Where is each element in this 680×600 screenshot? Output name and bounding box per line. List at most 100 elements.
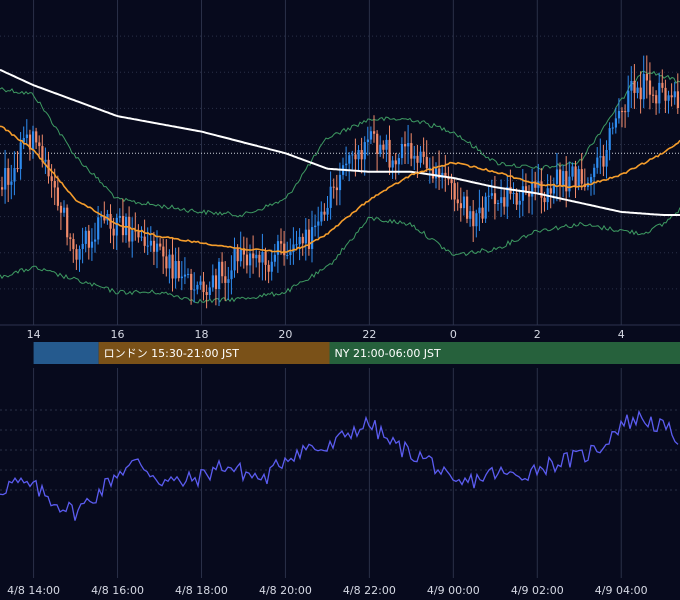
session-band-2 [329,342,680,364]
candle-97 [301,233,304,256]
oscillator-series [0,409,679,521]
candle-73 [227,266,230,301]
candle-24 [75,244,78,270]
candle-156 [484,192,487,223]
osc-xtick-label-3: 4/8 20:00 [259,584,312,597]
candle-155 [481,196,484,224]
candle-75 [233,237,236,278]
candle-170 [528,185,531,214]
candle-22 [69,233,72,252]
candle-141 [438,150,441,190]
candle-51 [159,237,162,251]
candle-199 [617,98,621,124]
candle-45 [140,226,143,242]
candle-159 [493,175,497,220]
candle-118 [366,126,369,156]
candle-205 [636,81,639,99]
candle-98 [304,217,307,261]
ma-short-line [0,125,680,254]
osc-xtick-label-1: 4/8 16:00 [91,584,144,597]
candle-64 [199,275,202,290]
candle-177 [549,175,552,209]
candle-82 [255,248,258,268]
osc-xtick-label-0: 4/8 14:00 [7,584,60,597]
candle-138 [428,157,431,184]
candle-2 [7,158,10,203]
osc-xtick-label-7: 4/9 04:00 [595,584,648,597]
candle-146 [453,178,456,212]
candle-10 [32,125,35,159]
osc-xtick-label-2: 4/8 18:00 [175,584,228,597]
candle-137 [425,140,428,172]
candle-16 [50,164,53,198]
candle-63 [196,281,199,295]
candle-71 [221,252,224,284]
candle-203 [630,66,633,109]
candle-129 [400,137,404,165]
candle-1 [4,149,7,204]
candle-78 [242,236,245,269]
candle-149 [462,191,466,216]
candle-201 [624,104,627,128]
price-xtick-label-4: 22 [362,328,376,341]
candle-30 [94,222,97,253]
bollinger-lower [0,207,680,304]
candle-147 [456,182,459,211]
candle-158 [490,179,493,200]
candle-72 [224,261,227,302]
candle-202 [627,75,630,118]
session-bar: ロンドン 15:30-21:00 JST NY 21:00-06:00 JST [33,342,680,364]
price-xtick-label-0: 14 [27,328,41,341]
candle-211 [655,90,658,115]
candle-25 [78,245,81,272]
candle-62 [193,272,196,303]
candle-104 [323,203,326,221]
candle-68 [211,264,214,292]
candle-115 [357,145,360,171]
oscillator-line [0,409,679,521]
ma-long-line [0,68,680,216]
candle-70 [218,258,221,306]
candle-100 [311,210,314,263]
candle-74 [230,255,233,295]
candle-29 [90,228,94,261]
candle-69 [214,268,218,306]
candle-23 [72,233,75,263]
candle-111 [345,146,348,177]
candle-46 [143,219,146,253]
candle-108 [335,174,338,206]
candle-92 [286,241,289,260]
candle-20 [63,200,66,217]
candle-148 [459,187,462,222]
candle-209 [648,62,652,110]
candle-42 [131,217,134,258]
candle-117 [363,136,366,176]
candle-48 [149,226,152,252]
candle-162 [503,189,506,215]
price-xtick-label-7: 4 [618,328,625,341]
candle-135 [419,145,422,168]
candle-194 [602,144,605,177]
candle-91 [283,230,286,266]
candle-172 [534,171,537,201]
candle-85 [264,247,267,281]
candle-185 [574,160,577,199]
candle-191 [593,163,596,195]
price-x-axis: 14 16 18 20 22 0 2 4 [27,328,625,341]
candle-57 [177,247,180,282]
candle-130 [404,131,407,165]
candle-14 [44,147,47,174]
osc-xtick-label-5: 4/9 00:00 [427,584,480,597]
candle-28 [87,224,90,260]
candle-132 [410,133,413,167]
candle-102 [317,206,320,238]
candle-101 [314,214,317,237]
candle-52 [162,238,165,274]
candle-61 [190,268,193,305]
candle-154 [478,189,481,232]
candle-178 [552,177,555,204]
candle-179 [555,152,559,202]
candle-166 [515,188,518,210]
candle-94 [292,227,295,265]
candle-197 [611,122,614,135]
